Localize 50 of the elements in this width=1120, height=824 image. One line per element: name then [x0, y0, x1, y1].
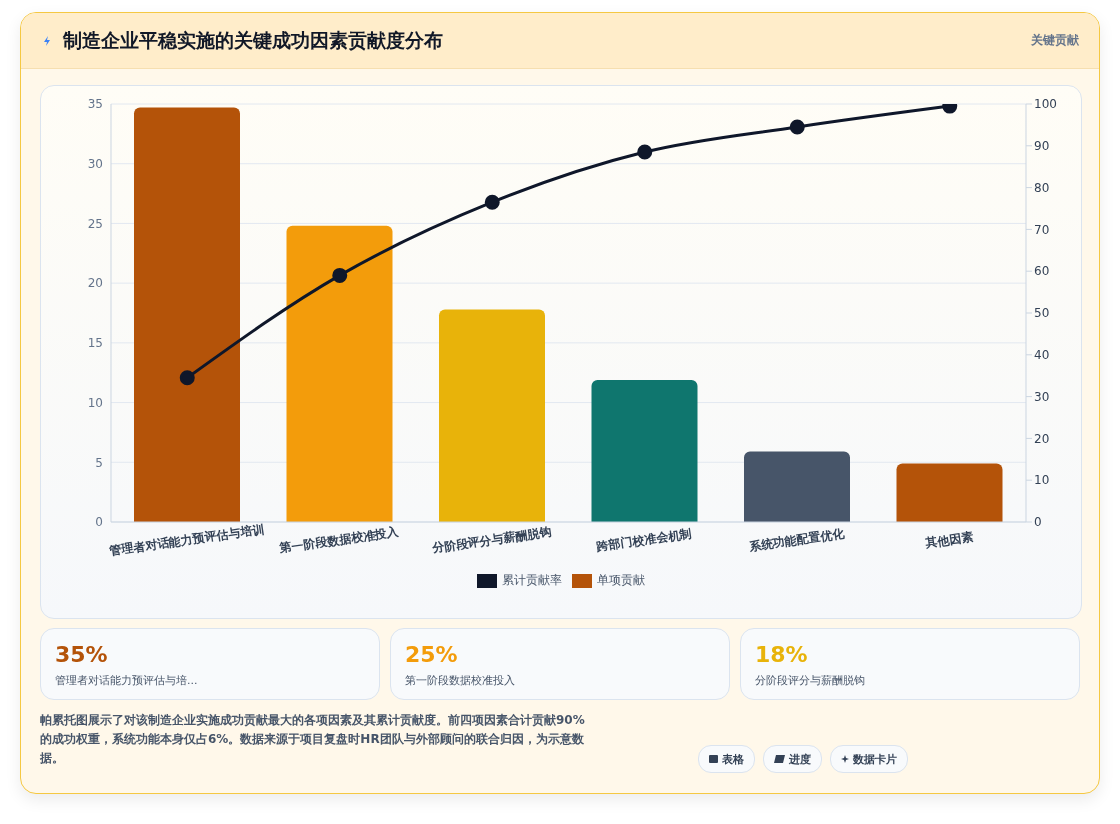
y2-tick-label: 80 [1034, 180, 1050, 195]
bar [591, 379, 698, 522]
text: 25% [405, 641, 459, 669]
y-tick-label: 25 [87, 216, 103, 231]
y2-tick-label: 90 [1034, 139, 1050, 154]
y-tick-label: 20 [87, 276, 103, 291]
point [179, 370, 195, 386]
y2-tick-label: 10 [1034, 473, 1050, 488]
text: 分阶段评分与薪酬脱钩 [755, 673, 866, 688]
legend-label: 单项贡献 [596, 572, 645, 589]
point [332, 267, 348, 283]
bar [744, 451, 850, 522]
text: 表格 [722, 751, 744, 767]
x-tick-label: 分阶段评分与薪酬脱钩 [430, 524, 553, 556]
bar [896, 463, 1003, 522]
chart-title: 制造企业平稳实施的关键成功因素贡献度分布 [63, 27, 443, 53]
y-tick-label: 15 [87, 336, 103, 351]
y2-tick-label: 50 [1034, 306, 1050, 321]
y2-tick-label: 40 [1034, 348, 1050, 363]
x-tick-label: 跨部门校准会机制 [594, 526, 693, 554]
y-tick-label: 10 [87, 395, 103, 410]
point [637, 144, 653, 160]
y2-tick-label: 70 [1034, 222, 1050, 237]
text: 35% [55, 641, 109, 669]
text: 数据卡片 [853, 751, 897, 767]
bar [134, 107, 240, 522]
bar [286, 225, 393, 522]
y2-tick-label: 0 [1034, 515, 1042, 530]
y-tick-label: 0 [95, 515, 103, 530]
point [484, 194, 500, 210]
y2-tick-label: 100 [1034, 97, 1057, 112]
x-tick-label: 系统功能配置优化 [747, 526, 847, 554]
legend-label: 累计贡献率 [501, 572, 562, 589]
text: 第一阶段数据校准投入 [405, 673, 516, 688]
x-tick-label: 第一阶段数据校准投入 [277, 524, 401, 556]
x-tick-label: 其他因素 [923, 529, 974, 551]
text: 帕累托图展示了对该制造企业实施成功贡献最大的各项因素及其累计贡献度。前四项因素合计贡献90%的成功权重，系统功能本身仅占6%。数据来源于项目复盘时HR团队与外部顾问的联合归因，为示意数据。 [40, 712, 586, 767]
text: 18% [755, 641, 809, 669]
y2-tick-label: 60 [1034, 264, 1050, 279]
y2-tick-label: 20 [1034, 431, 1050, 446]
bar [439, 309, 545, 522]
text: 进度 [789, 751, 811, 767]
point [789, 119, 805, 135]
y2-tick-label: 30 [1034, 389, 1050, 404]
text: 关键贡献 [1031, 32, 1079, 49]
y-tick-label: 30 [87, 156, 103, 171]
y-tick-label: 5 [95, 455, 103, 470]
x-tick-label: 管理者对话能力预评估与培训 [107, 522, 265, 558]
text: 管理者对话能力预评估与培... [55, 673, 199, 688]
y-tick-label: 35 [87, 97, 103, 112]
